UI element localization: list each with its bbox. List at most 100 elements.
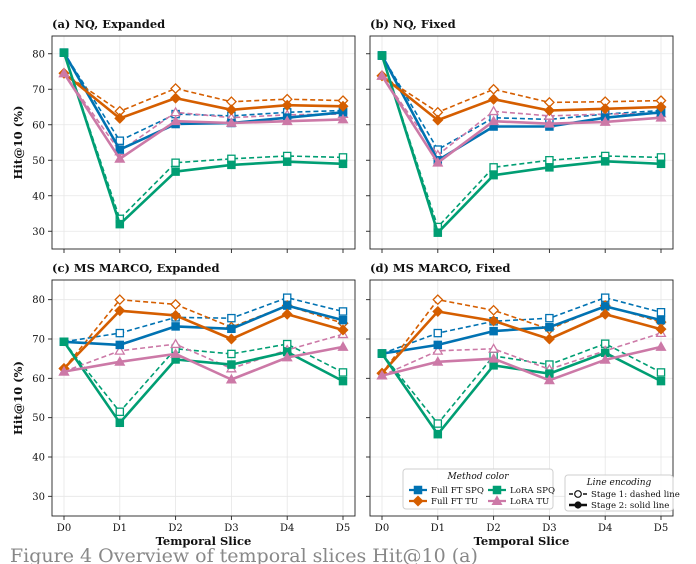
plot-frame	[369, 279, 674, 517]
series-full-ft-tu-stage2	[58, 305, 349, 375]
data-point	[488, 93, 500, 105]
panel-a-nq-expanded: (a) NQ, Expanded 30 40 50 60 70 80 Hit@10 (%)	[11, 17, 356, 253]
data-point	[170, 115, 182, 126]
data-point	[281, 115, 293, 126]
data-point	[338, 315, 348, 325]
data-point	[338, 159, 348, 169]
data-point	[227, 360, 236, 369]
data-point	[433, 429, 443, 439]
x-tick-label: D4	[598, 523, 612, 534]
legend-swatch-marker	[413, 485, 423, 495]
data-point	[433, 419, 443, 428]
legend-swatch-marker	[412, 495, 424, 507]
y-tick-label: 30	[32, 492, 45, 503]
data-point	[115, 145, 125, 154]
y-tick-label: 80	[32, 49, 45, 60]
series-lora-tu-stage2	[58, 341, 349, 384]
series-line	[62, 52, 344, 151]
legend-swatch-marker	[492, 485, 502, 495]
data-point	[489, 163, 498, 172]
y-tick-label: 70	[32, 335, 45, 346]
series-lora-tu-stage2	[376, 70, 667, 167]
data-point	[656, 376, 666, 386]
data-point	[115, 418, 125, 428]
data-point	[488, 315, 500, 327]
data-point	[377, 349, 387, 358]
legend-method-label: Full FT SPQ	[431, 486, 484, 496]
data-point	[227, 349, 236, 359]
x-tick-label: D3	[224, 523, 238, 534]
data-point	[543, 105, 555, 117]
plot-frame	[51, 279, 356, 517]
data-point	[488, 115, 500, 126]
data-point	[432, 345, 444, 355]
series-full-ft-tu-stage2	[376, 305, 667, 379]
data-point	[599, 103, 611, 115]
series-line	[63, 345, 344, 381]
series-line	[381, 55, 662, 151]
data-point	[170, 83, 182, 95]
legend-method-title: Method color	[446, 472, 509, 482]
series-lora-spq-stage2	[59, 48, 348, 229]
legend-line-item-stage2: Stage 2: solid line	[569, 501, 669, 511]
data-point	[489, 326, 498, 336]
legend-method-label: LoRA TU	[510, 497, 549, 507]
data-point	[59, 48, 69, 57]
data-point	[656, 368, 666, 377]
data-point	[114, 345, 126, 355]
plot-frame	[51, 35, 356, 250]
y-tick-label: 70	[32, 85, 45, 96]
legend-line-title: Line encoding	[586, 478, 652, 488]
data-point	[281, 308, 293, 320]
series-line	[63, 72, 344, 113]
data-point	[281, 351, 293, 362]
data-point	[227, 313, 236, 323]
panel-b-nq-fixed: (b) NQ, Fixed	[366, 17, 674, 253]
data-point	[489, 361, 498, 370]
legend-method-item-lora-tu: LoRA TU	[488, 495, 549, 507]
series-line	[381, 298, 662, 374]
series-lora-tu-stage2	[376, 341, 667, 385]
data-point	[170, 298, 182, 310]
data-point	[337, 341, 349, 351]
series-lora-tu-stage2	[58, 67, 349, 163]
x-tick-label: D5	[336, 523, 350, 534]
data-point	[655, 323, 667, 335]
panel-title: (a) NQ, Expanded	[52, 17, 165, 31]
data-point	[655, 111, 667, 122]
data-point	[656, 315, 666, 325]
series-lora-spq-stage2	[377, 51, 666, 237]
data-point	[488, 343, 500, 353]
data-point	[337, 113, 349, 124]
data-point	[282, 301, 292, 310]
data-point	[543, 117, 555, 128]
data-point	[170, 338, 182, 349]
series-full-ft-tu-stage1	[376, 70, 667, 118]
data-point	[58, 365, 70, 376]
data-point	[656, 159, 666, 169]
panel-title: (d) MS MARCO, Fixed	[370, 261, 510, 275]
legend-method-item-lora-spq: LoRA SPQ	[488, 485, 555, 496]
x-tick-label: D4	[280, 523, 294, 534]
data-point	[281, 99, 293, 111]
panel-c-ms-marco-expanded: (c) MS MARCO, Expanded 30 40 50 60 70 80 D0 D1 D2…	[11, 261, 356, 548]
y-tick-label: 50	[32, 413, 45, 424]
data-point	[170, 92, 182, 104]
series-line	[63, 296, 344, 343]
data-point	[225, 373, 237, 384]
data-point	[114, 112, 126, 124]
data-point	[545, 155, 554, 165]
data-point	[433, 340, 443, 350]
data-point	[338, 376, 348, 386]
data-point	[488, 352, 500, 363]
data-point	[489, 170, 498, 180]
series-line	[63, 309, 344, 370]
data-point	[599, 308, 611, 320]
data-point	[170, 348, 182, 358]
data-point	[114, 305, 126, 317]
data-point	[600, 157, 610, 166]
series-line	[63, 72, 344, 153]
y-tick-label: 40	[32, 191, 45, 202]
